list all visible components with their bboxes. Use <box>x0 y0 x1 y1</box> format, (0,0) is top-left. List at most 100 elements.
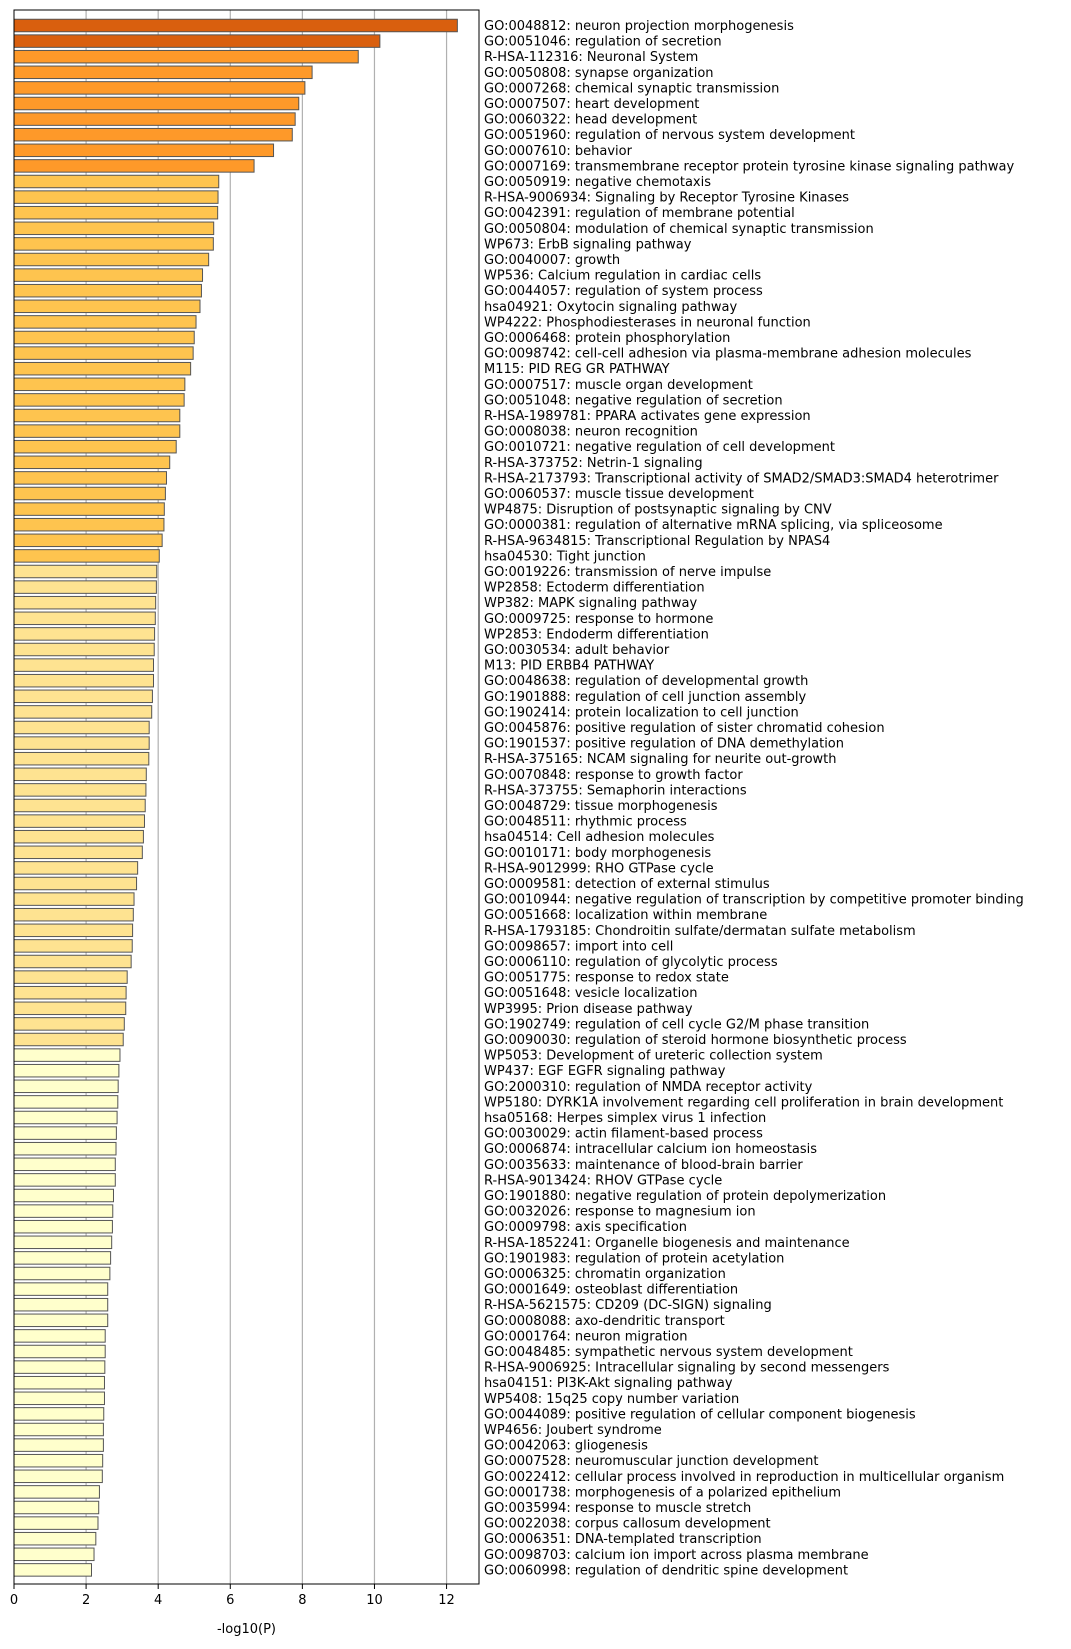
bar-42 <box>13 673 154 688</box>
bar-31 <box>13 502 165 516</box>
bar-65 <box>13 1032 124 1047</box>
bar-44 <box>13 705 153 719</box>
bar-13 <box>13 221 215 236</box>
bar-40 <box>13 642 155 657</box>
x-axis-ticks: 0 2 4 6 8 10 12 <box>10 1584 455 1608</box>
bar-99 <box>13 1563 92 1577</box>
category-label-37: WP382: MAPK signaling pathway <box>484 596 697 611</box>
category-label-9: GO:0007169: transmembrane receptor prote… <box>484 159 1015 174</box>
category-label-27: GO:0010721: negative regulation of cell … <box>484 440 835 455</box>
category-label-51: GO:0048511: rhythmic process <box>484 815 687 830</box>
category-label-41: M13: PID ERBB4 PATHWAY <box>484 659 654 674</box>
bar-2 <box>13 49 359 64</box>
category-label-1: GO:0051046: regulation of secretion <box>484 35 722 50</box>
category-label-21: GO:0098742: cell-cell adhesion via plasm… <box>484 347 972 362</box>
category-label-86: R-HSA-9006925: Intracellular signaling b… <box>484 1361 890 1376</box>
category-label-34: hsa04530: Tight junction <box>484 549 646 564</box>
bar-51 <box>13 814 145 828</box>
category-label-80: GO:0006325: chromatin organization <box>484 1267 726 1282</box>
x-tick-label-0: 0 <box>10 1593 18 1608</box>
category-label-25: R-HSA-1989781: PPARA activates gene expr… <box>484 409 811 424</box>
bar-85 <box>13 1344 106 1359</box>
bar-5 <box>13 96 300 111</box>
category-label-15: GO:0040007: growth <box>484 253 620 268</box>
category-label-83: GO:0008088: axo-dendritic transport <box>484 1314 725 1329</box>
bar-83 <box>13 1313 109 1328</box>
bar-81 <box>13 1282 109 1296</box>
bar-6 <box>13 112 296 126</box>
bar-36 <box>13 580 157 594</box>
bar-58 <box>13 923 134 938</box>
x-tick-label-8: 8 <box>298 1593 306 1608</box>
bar-34 <box>13 549 160 563</box>
category-label-81: GO:0001649: osteoblast differentiation <box>484 1283 738 1298</box>
category-label-65: GO:0090030: regulation of steroid hormon… <box>484 1033 907 1048</box>
category-label-54: R-HSA-9012999: RHO GTPase cycle <box>484 861 714 876</box>
bar-60 <box>13 954 132 969</box>
category-label-75: GO:1901880: negative regulation of prote… <box>484 1189 886 1204</box>
category-label-58: R-HSA-1793185: Chondroitin sulfate/derma… <box>484 924 916 939</box>
bar-94 <box>13 1485 100 1499</box>
category-label-77: GO:0009798: axis specification <box>484 1220 687 1235</box>
bar-16 <box>13 268 204 282</box>
category-label-10: GO:0050919: negative chemotaxis <box>484 175 711 190</box>
category-label-20: GO:0006468: protein phosphorylation <box>484 331 730 346</box>
category-label-48: GO:0070848: response to growth factor <box>484 768 743 783</box>
bar-71 <box>13 1126 117 1140</box>
x-tick-label-10: 10 <box>366 1593 383 1608</box>
bar-87 <box>13 1375 105 1390</box>
category-label-99: GO:0060998: regulation of dendritic spin… <box>484 1563 848 1578</box>
bar-86 <box>13 1360 106 1374</box>
bar-84 <box>13 1329 106 1343</box>
bar-57 <box>13 907 134 922</box>
category-label-61: GO:0051775: response to redox state <box>484 971 729 986</box>
category-label-43: GO:1901888: regulation of cell junction … <box>484 690 807 705</box>
category-label-29: R-HSA-2173793: Transcriptional activity … <box>484 471 999 486</box>
bar-27 <box>13 439 177 454</box>
x-tick-label-6: 6 <box>226 1593 234 1608</box>
category-label-79: GO:1901983: regulation of protein acetyl… <box>484 1251 784 1266</box>
bar-63 <box>13 1001 127 1016</box>
bar-30 <box>13 486 166 501</box>
category-label-84: GO:0001764: neuron migration <box>484 1329 687 1344</box>
bar-89 <box>13 1407 105 1421</box>
bar-43 <box>13 689 153 704</box>
bar-17 <box>13 283 202 298</box>
category-label-87: hsa04151: PI3K-Akt signaling pathway <box>484 1376 733 1391</box>
bar-22 <box>13 361 192 376</box>
bar-96 <box>13 1516 99 1530</box>
bar-50 <box>13 798 146 813</box>
x-tick-label-2: 2 <box>82 1593 90 1608</box>
bar-69 <box>13 1095 119 1109</box>
category-label-39: WP2853: Endoderm differentiation <box>484 627 709 642</box>
category-label-12: GO:0042391: regulation of membrane poten… <box>484 206 795 221</box>
bar-32 <box>13 517 165 532</box>
bar-59 <box>13 939 133 953</box>
bar-92 <box>13 1453 104 1468</box>
bar-66 <box>13 1048 121 1062</box>
bars <box>13 18 458 1577</box>
bar-1 <box>13 34 381 48</box>
bar-9 <box>13 159 255 173</box>
category-label-46: GO:1901537: positive regulation of DNA d… <box>484 737 844 752</box>
bar-26 <box>13 424 181 438</box>
category-label-74: R-HSA-9013424: RHOV GTPase cycle <box>484 1173 722 1188</box>
category-label-62: GO:0051648: vesicle localization <box>484 986 697 1001</box>
bar-56 <box>13 892 135 906</box>
bar-39 <box>13 627 156 641</box>
bar-4 <box>13 81 306 95</box>
bar-33 <box>13 533 163 548</box>
category-label-26: GO:0008038: neuron recognition <box>484 425 698 440</box>
category-label-55: GO:0009581: detection of external stimul… <box>484 877 770 892</box>
category-label-40: GO:0030534: adult behavior <box>484 643 670 658</box>
bar-12 <box>13 205 219 220</box>
bar-78 <box>13 1235 113 1250</box>
bar-95 <box>13 1500 100 1515</box>
category-label-35: GO:0019226: transmission of nerve impuls… <box>484 565 771 580</box>
category-label-59: GO:0098657: import into cell <box>484 939 673 954</box>
category-label-52: hsa04514: Cell adhesion molecules <box>484 830 715 845</box>
bar-47 <box>13 751 150 766</box>
bar-46 <box>13 736 150 750</box>
plot-area-frame <box>13 9 480 1585</box>
category-label-71: GO:0030029: actin filament-based process <box>484 1127 763 1142</box>
